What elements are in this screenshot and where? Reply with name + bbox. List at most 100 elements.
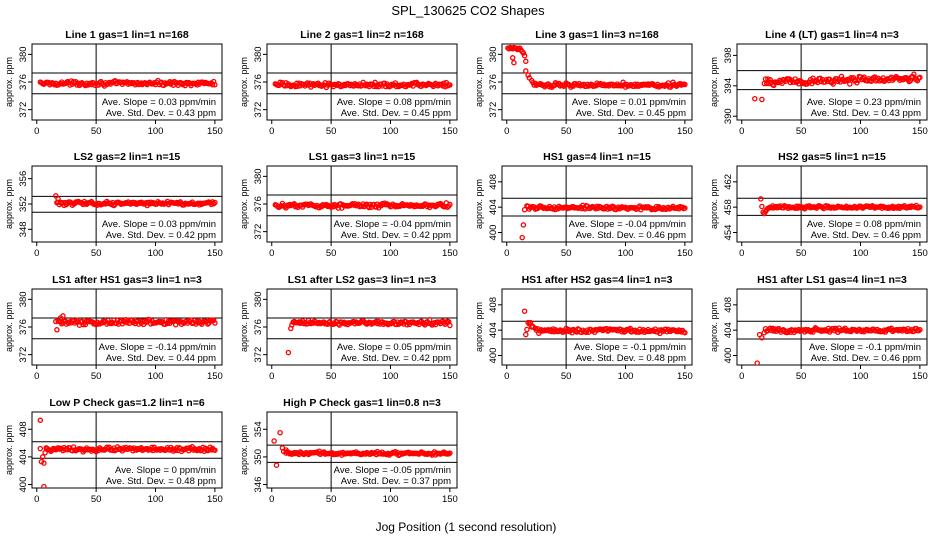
x-tick-label: 150 [207,126,223,137]
data-point [447,82,453,88]
data-point [511,59,517,66]
panels-group: Line 1 gas=1 lin=1 n=168 0 50 100 150 372 376 3… [4,29,928,505]
data-point [285,349,292,356]
data-series [285,316,453,356]
data-point [525,72,531,78]
data-point [447,201,453,208]
x-tick-label: 50 [796,371,807,382]
x-tick-label: 150 [677,248,693,259]
data-series [272,79,453,91]
data-point [210,200,217,207]
data-point [769,325,776,332]
data-point [447,322,453,329]
x-tick-label: 50 [326,371,337,382]
panel-title: LS2 gas=2 lin=1 n=15 [74,151,181,163]
slope-annotation: Ave. Slope = 0.23 ppm/min [807,97,921,108]
x-tick-label: 0 [34,248,39,259]
plot-frame [501,165,693,243]
x-tick-label: 150 [442,494,458,505]
plot-frame [31,411,223,489]
y-tick-label: 404 [723,322,734,338]
data-point [212,320,218,326]
x-axis-title: Jog Position (1 second resolution) [376,520,557,534]
data-point [754,360,760,365]
plot-frame [736,288,928,366]
y-axis-title: approx. ppm [474,179,484,229]
panel-1: Line 1 gas=1 lin=1 n=168 0 50 100 150 372 376 3… [4,29,223,137]
data-point [682,81,688,88]
y-tick-label: 462 [723,174,734,190]
y-tick-label: 454 [723,225,734,241]
data-point [55,196,61,202]
y-tick-label: 408 [488,174,499,190]
y-tick-label: 376 [488,74,499,90]
x-tick-label: 0 [269,494,274,505]
y-axis-title: approx. ppm [4,179,14,229]
panel-title: Line 2 gas=1 lin=2 n=168 [300,29,424,41]
panel-title: Low P Check gas=1.2 lin=1 n=6 [49,397,204,409]
y-tick-label: 356 [18,171,29,187]
y-tick-label: 376 [18,74,29,90]
slope-annotation: Ave. Slope = 0.05 ppm/min [337,342,451,353]
x-tick-label: 100 [383,248,399,259]
slope-annotation: Ave. Slope = 0.08 ppm/min [807,219,921,230]
data-point [644,205,650,211]
y-tick-label: 380 [253,168,264,184]
data-point [273,462,280,468]
y-tick-label: 400 [723,348,734,364]
x-tick-label: 150 [207,371,223,382]
x-tick-label: 150 [442,248,458,259]
data-point [524,326,530,333]
data-point [60,313,66,319]
plot-frame [266,411,458,489]
y-tick-label: 350 [253,449,264,465]
data-point [520,222,527,228]
stddev-annotation: Ave. Std. Dev. = 0.46 ppm [811,230,921,241]
data-point [758,196,764,202]
x-tick-label: 0 [504,248,509,259]
y-tick-label: 380 [253,291,264,307]
x-tick-label: 50 [91,371,102,382]
data-point [759,203,765,210]
x-tick-label: 150 [442,126,458,137]
x-tick-label: 50 [326,494,337,505]
data-point [212,82,218,88]
x-tick-label: 0 [504,371,509,382]
x-tick-label: 50 [561,126,572,137]
data-point [525,319,531,326]
data-point [917,74,923,81]
y-tick-label: 380 [488,46,499,62]
stddev-annotation: Ave. Std. Dev. = 0.45 ppm [341,108,451,119]
x-tick-label: 100 [383,126,399,137]
y-tick-label: 398 [723,47,734,63]
data-series [505,44,688,91]
data-point [917,204,923,210]
stddev-annotation: Ave. Std. Dev. = 0.48 ppm [106,476,216,487]
data-point [70,79,77,85]
x-tick-label: 100 [148,248,164,259]
panel-3: Line 3 gas=1 lin=3 n=168 0 50 100 150 372 376 3… [474,29,693,137]
x-tick-label: 100 [148,494,164,505]
x-tick-label: 150 [442,371,458,382]
data-point [682,205,688,211]
y-tick-label: 376 [18,319,29,335]
data-point [447,450,453,456]
y-tick-label: 348 [18,221,29,237]
y-axis-title: approx. ppm [4,57,14,107]
data-point [759,335,765,341]
panel-title: Line 3 gas=1 lin=3 n=168 [535,29,659,41]
x-tick-label: 0 [739,371,744,382]
data-point [523,331,529,338]
x-tick-label: 150 [912,126,928,137]
plot-frame [736,43,928,121]
data-point [917,326,923,333]
slope-annotation: Ave. Slope = 0.03 ppm/min [102,219,216,230]
slope-annotation: Ave. Slope = 0.08 ppm/min [337,97,451,108]
x-tick-label: 150 [912,248,928,259]
x-tick-label: 100 [148,126,164,137]
y-tick-label: 376 [253,319,264,335]
y-tick-label: 380 [253,46,264,62]
y-axis-title: approx. ppm [239,179,249,229]
slope-annotation: Ave. Slope = -0.1 ppm/min [574,342,686,353]
